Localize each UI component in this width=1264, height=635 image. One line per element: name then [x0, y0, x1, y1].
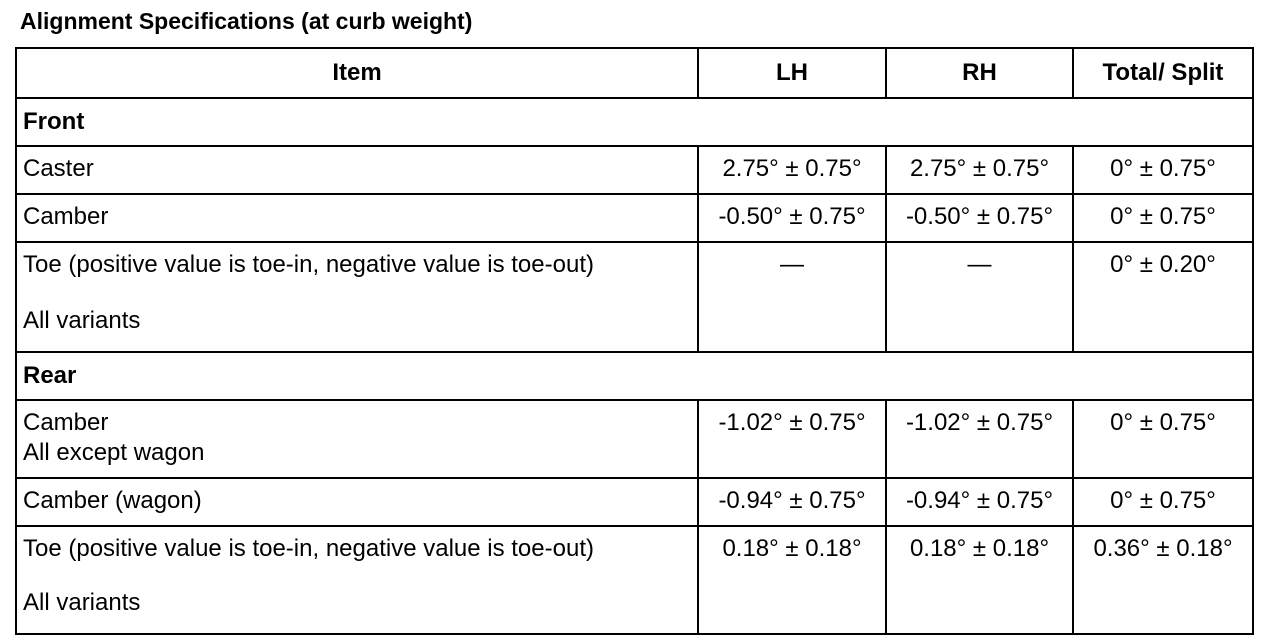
item-lines: Camber (wagon) — [23, 486, 691, 516]
rh-value: 0.18° ± 0.18° — [885, 525, 1074, 635]
item-text: All variants — [23, 307, 141, 334]
rh-value: -0.50° ± 0.75° — [885, 193, 1074, 243]
lh-value: 0.18° ± 0.18° — [697, 525, 887, 635]
lh-value: 2.75° ± 0.75° — [697, 145, 887, 195]
item-cell: Camber — [15, 193, 699, 243]
item-lines: Camber — [23, 202, 691, 232]
lh-value: — — [697, 241, 887, 353]
column-header: Total/ Split — [1072, 47, 1254, 99]
lh-value: -0.94° ± 0.75° — [697, 477, 887, 527]
spec-table: Item LH RH Total/ Split Front Caster 2.75° ± … — [15, 47, 1254, 635]
item-lines: Toe (positive value is toe-in, negative … — [23, 250, 691, 336]
item-lines: Toe (positive value is toe-in, negative … — [23, 534, 691, 618]
item-lines: Camber All except wagon — [23, 408, 691, 468]
total-value: 0.36° ± 0.18° — [1072, 525, 1254, 635]
item-text: Toe (positive value is toe-in, negative … — [23, 251, 594, 278]
spec-row: Toe (positive value is toe-in, negative … — [15, 241, 1254, 353]
item-text: Caster — [23, 155, 94, 182]
total-value: 0° ± 0.75° — [1072, 145, 1254, 195]
spec-row: Toe (positive value is toe-in, negative … — [15, 525, 1254, 635]
item-text: Camber (wagon) — [23, 487, 202, 514]
total-value: 0° ± 0.75° — [1072, 399, 1254, 479]
title: Alignment Specifications (at curb weight… — [20, 8, 473, 34]
total-value: 0° ± 0.20° — [1072, 241, 1254, 353]
total-value: 0° ± 0.75° — [1072, 477, 1254, 527]
item-text: Camber — [23, 203, 109, 230]
spec-row: Camber All except wagon -1.02° ± 0.75° -1.0… — [15, 399, 1254, 479]
item-cell: Camber (wagon) — [15, 477, 699, 527]
item-cell: Toe (positive value is toe-in, negative … — [15, 525, 699, 635]
section-label: Front — [15, 97, 1254, 147]
header-row: Item LH RH Total/ Split — [15, 47, 1254, 99]
section-label: Rear — [15, 351, 1254, 401]
item-cell: Toe (positive value is toe-in, negative … — [15, 241, 699, 353]
item-text: Toe (positive value is toe-in, negative … — [23, 535, 594, 562]
rh-value: -1.02° ± 0.75° — [885, 399, 1074, 479]
spec-row: Camber -0.50° ± 0.75° -0.50° ± 0.75° 0° ± 0… — [15, 193, 1254, 243]
item-cell: Caster — [15, 145, 699, 195]
item-lines: Caster — [23, 154, 691, 184]
item-text: Camber — [23, 409, 109, 436]
item-text: All except wagon — [23, 439, 205, 466]
item-text: All variants — [23, 589, 141, 616]
column-header: Item — [15, 47, 699, 99]
rh-value: 2.75° ± 0.75° — [885, 145, 1074, 195]
section-row: Rear — [15, 351, 1254, 401]
item-cell: Camber All except wagon — [15, 399, 699, 479]
spec-row: Caster 2.75° ± 0.75° 2.75° ± 0.75° 0° ± 0.7… — [15, 145, 1254, 195]
rh-value: -0.94° ± 0.75° — [885, 477, 1074, 527]
rh-value: — — [885, 241, 1074, 353]
lh-value: -0.50° ± 0.75° — [697, 193, 887, 243]
section-row: Front — [15, 97, 1254, 147]
spec-row: Camber (wagon) -0.94° ± 0.75° -0.94° ± 0.7… — [15, 477, 1254, 527]
total-value: 0° ± 0.75° — [1072, 193, 1254, 243]
lh-value: -1.02° ± 0.75° — [697, 399, 887, 479]
column-header: RH — [885, 47, 1074, 99]
column-header: LH — [697, 47, 887, 99]
